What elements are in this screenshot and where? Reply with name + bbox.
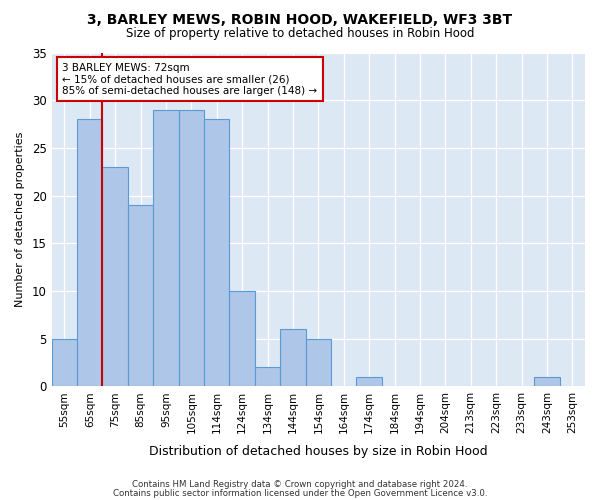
Bar [255, 368, 280, 386]
Bar [229, 291, 255, 386]
Bar [153, 110, 179, 386]
Bar [305, 338, 331, 386]
Bar [204, 120, 229, 386]
Text: 3, BARLEY MEWS, ROBIN HOOD, WAKEFIELD, WF3 3BT: 3, BARLEY MEWS, ROBIN HOOD, WAKEFIELD, W… [88, 12, 512, 26]
Text: Size of property relative to detached houses in Robin Hood: Size of property relative to detached ho… [126, 28, 474, 40]
X-axis label: Distribution of detached houses by size in Robin Hood: Distribution of detached houses by size … [149, 444, 488, 458]
Bar [534, 377, 560, 386]
Bar [77, 120, 103, 386]
Bar [356, 377, 382, 386]
Bar [52, 338, 77, 386]
Text: 3 BARLEY MEWS: 72sqm
← 15% of detached houses are smaller (26)
85% of semi-detac: 3 BARLEY MEWS: 72sqm ← 15% of detached h… [62, 62, 317, 96]
Text: Contains HM Land Registry data © Crown copyright and database right 2024.: Contains HM Land Registry data © Crown c… [132, 480, 468, 489]
Text: Contains public sector information licensed under the Open Government Licence v3: Contains public sector information licen… [113, 488, 487, 498]
Bar [280, 329, 305, 386]
Y-axis label: Number of detached properties: Number of detached properties [15, 132, 25, 307]
Bar [128, 205, 153, 386]
Bar [103, 167, 128, 386]
Bar [179, 110, 204, 386]
